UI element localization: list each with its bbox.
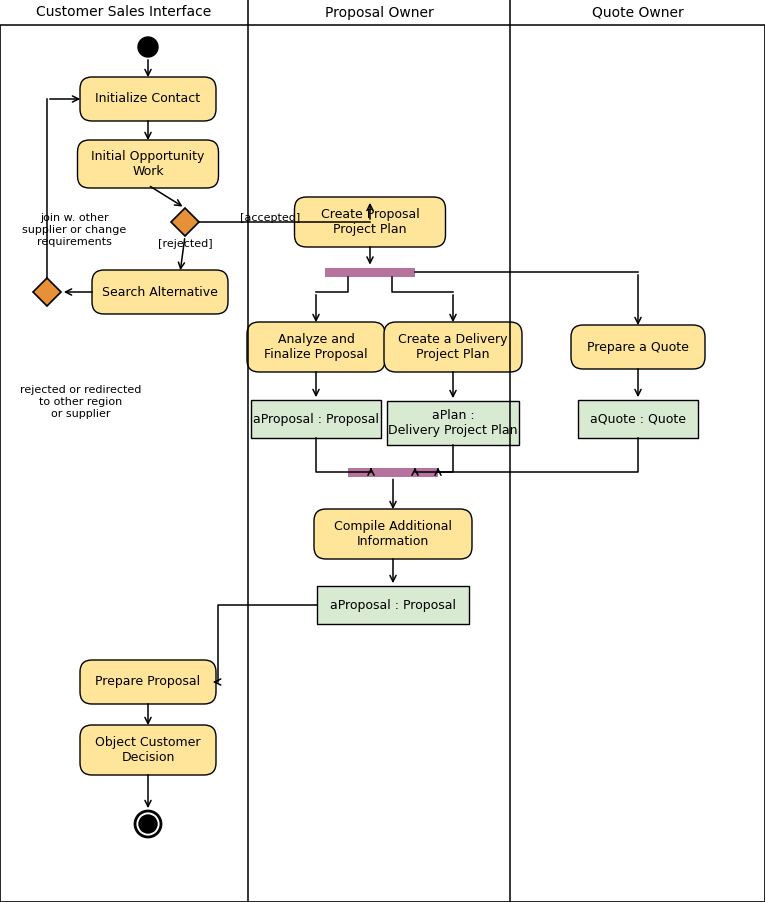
Bar [251,400,381,438]
FancyBboxPatch shape [295,197,445,247]
Text: [rejected]: [rejected] [158,239,213,249]
Text: [accepted]: [accepted] [240,213,300,223]
Text: rejected or redirected
to other region
or supplier: rejected or redirected to other region o… [20,385,142,419]
Bar [348,467,438,476]
Polygon shape [171,208,199,236]
Text: Prepare Proposal: Prepare Proposal [96,676,200,688]
FancyBboxPatch shape [80,725,216,775]
Polygon shape [33,278,61,306]
Text: aPlan :
Delivery Project Plan: aPlan : Delivery Project Plan [389,409,518,437]
FancyBboxPatch shape [571,325,705,369]
Text: Prepare a Quote: Prepare a Quote [587,340,689,354]
Bar [0,0,765,25]
Text: join w. other
supplier or change
requirements: join w. other supplier or change require… [22,214,126,246]
Circle shape [139,815,157,833]
FancyBboxPatch shape [247,322,385,372]
FancyBboxPatch shape [80,77,216,121]
Text: aProposal : Proposal: aProposal : Proposal [330,599,456,612]
FancyBboxPatch shape [80,660,216,704]
Bar [387,401,519,445]
Bar [325,268,415,277]
Text: aQuote : Quote: aQuote : Quote [590,412,686,426]
Text: aProposal : Proposal: aProposal : Proposal [253,412,379,426]
Circle shape [135,811,161,837]
Bar [317,586,469,624]
Text: Create a Delivery
Project Plan: Create a Delivery Project Plan [399,333,508,361]
Text: Create Proposal
Project Plan: Create Proposal Project Plan [321,208,419,236]
Text: Search Alternative: Search Alternative [102,286,218,299]
FancyBboxPatch shape [384,322,522,372]
Text: Compile Additional
Information: Compile Additional Information [334,520,452,548]
Circle shape [138,37,158,57]
Text: Analyze and
Finalize Proposal: Analyze and Finalize Proposal [264,333,368,361]
FancyBboxPatch shape [77,140,219,188]
Text: Customer Sales Interface: Customer Sales Interface [37,5,212,20]
Text: Initialize Contact: Initialize Contact [96,93,200,106]
Text: Object Customer
Decision: Object Customer Decision [96,736,200,764]
Text: Proposal Owner: Proposal Owner [324,5,434,20]
Bar [578,400,698,438]
Text: Quote Owner: Quote Owner [591,5,683,20]
FancyBboxPatch shape [92,270,228,314]
FancyBboxPatch shape [314,509,472,559]
Text: Initial Opportunity
Work: Initial Opportunity Work [91,150,205,178]
